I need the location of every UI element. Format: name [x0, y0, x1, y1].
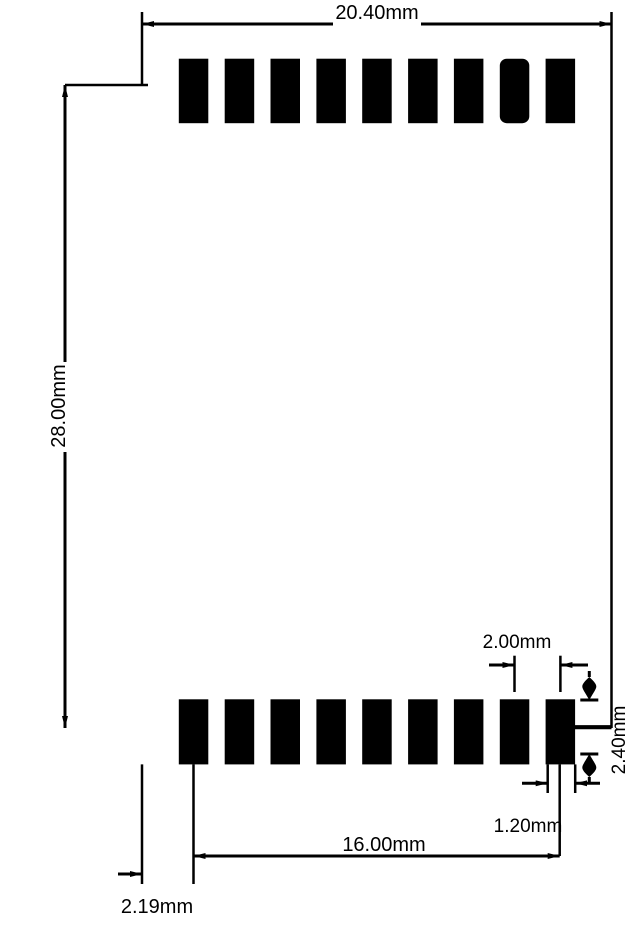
svg-text:28.00mm: 28.00mm	[48, 364, 70, 447]
svg-text:16.00mm: 16.00mm	[342, 834, 425, 856]
svg-text:2.40mm: 2.40mm	[609, 706, 630, 775]
svg-text:2.19mm: 2.19mm	[121, 896, 193, 918]
svg-text:20.40mm: 20.40mm	[335, 2, 418, 24]
svg-text:2.00mm: 2.00mm	[483, 632, 552, 653]
svg-text:1.20mm: 1.20mm	[494, 816, 563, 837]
